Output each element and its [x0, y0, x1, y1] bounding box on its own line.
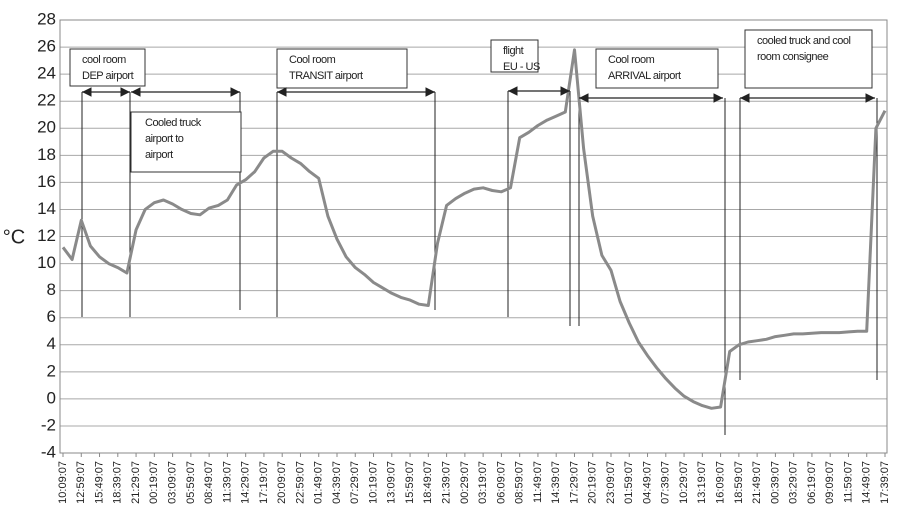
- y-tick-label: 22: [37, 91, 56, 110]
- x-tick-label: 18:49:07: [422, 461, 434, 504]
- x-tick-label: 15:49:07: [93, 461, 105, 504]
- y-tick-label: 6: [47, 307, 56, 326]
- annotation-text: Cooled truck: [145, 117, 202, 129]
- x-tick-label: 15:59:07: [404, 461, 416, 504]
- x-tick-label: 11:39:07: [221, 461, 233, 503]
- y-tick-label: -4: [41, 442, 56, 461]
- y-tick-label: 18: [37, 145, 56, 164]
- x-tick-label: 11:59:07: [842, 461, 854, 503]
- annotation-text: Cool room: [608, 54, 655, 66]
- x-tick-label: 09:09:07: [824, 461, 836, 504]
- plot-frame: [59, 19, 888, 454]
- annotation-text: airport: [145, 149, 173, 161]
- x-tick-label: 21:49:07: [751, 461, 763, 504]
- x-tick-label: 17:29:07: [568, 461, 580, 504]
- annotation-box: [276, 48, 408, 89]
- annotation-text: cool room: [82, 54, 126, 66]
- y-tick-label: 4: [47, 334, 56, 353]
- x-tick-label: 10:29:07: [678, 461, 690, 504]
- data-line: [61, 48, 887, 410]
- x-tick-label: 23:09:07: [605, 461, 617, 504]
- x-tick-label: 04:49:07: [641, 461, 653, 504]
- y-tick-label: 28: [37, 9, 56, 28]
- x-tick-label: 00:29:07: [459, 461, 471, 504]
- annotation-text: room consignee: [757, 51, 829, 63]
- y-tick-label: 20: [37, 118, 56, 137]
- x-tick-label: 18:59:07: [733, 461, 745, 504]
- x-tick-label: 11:49:07: [532, 461, 544, 503]
- x-tick-label: 14:29:07: [240, 461, 252, 504]
- x-tick-label: 07:39:07: [660, 461, 672, 504]
- y-tick-label: 24: [37, 64, 56, 83]
- x-tick-label: 01:49:07: [313, 461, 325, 504]
- x-tick-label: 14:49:07: [861, 461, 873, 504]
- x-tick-label: 17:39:07: [879, 461, 891, 504]
- annotation-text: DEP airport: [82, 70, 134, 82]
- x-tick-label: 07:29:07: [349, 461, 361, 504]
- x-tick-label: 06:09:07: [495, 461, 507, 504]
- annotation-text: ARRIVAL airport: [608, 70, 681, 82]
- x-tick-label: 08:59:07: [514, 461, 526, 504]
- annotation-text: airport to: [145, 133, 184, 145]
- x-tick-label: 18:39:07: [112, 461, 124, 504]
- y-tick-label: 14: [37, 199, 56, 218]
- x-tick-label: 14:39:07: [550, 461, 562, 504]
- annotation-box: [69, 48, 146, 87]
- x-tick-label: 05:59:07: [185, 461, 197, 504]
- annotation-box: [744, 29, 873, 89]
- y-axis-label: °C: [3, 226, 25, 248]
- x-tick-label: 06:19:07: [806, 461, 818, 504]
- y-tick-label: -2: [41, 415, 56, 434]
- y-tick-label: 0: [47, 388, 56, 407]
- x-tick-label: 01:59:07: [623, 461, 635, 504]
- x-tick-label: 00:19:07: [148, 461, 160, 504]
- x-tick-label: 13:09:07: [386, 461, 398, 504]
- x-tick-label: 20:19:07: [587, 461, 599, 504]
- x-tick-label: 21:39:07: [441, 461, 453, 504]
- annotation-box: [595, 48, 719, 89]
- x-tick-label: 03:09:07: [167, 461, 179, 504]
- annotation-text: EU - US: [503, 61, 540, 73]
- x-tick-label: 13:19:07: [696, 461, 708, 504]
- annotation-box: [490, 39, 539, 73]
- x-tick-label: 20:09:07: [276, 461, 288, 504]
- x-tick-label: 10:09:07: [57, 461, 69, 504]
- y-tick-label: 10: [37, 253, 56, 272]
- y-tick-label: 2: [47, 361, 56, 380]
- annotation-text: Cool room: [289, 54, 336, 66]
- y-tick-label: 26: [37, 37, 56, 56]
- annotation-box: [130, 111, 242, 173]
- annotation-text: TRANSIT airport: [289, 70, 363, 82]
- x-tick-label: 21:29:07: [130, 461, 142, 504]
- y-tick-label: 12: [37, 226, 56, 245]
- x-tick-label: 17:19:07: [258, 461, 270, 504]
- y-tick-label: 8: [47, 280, 56, 299]
- x-tick-label: 12:59:07: [75, 461, 87, 504]
- x-tick-label: 08:49:07: [203, 461, 215, 504]
- y-tick-label: 16: [37, 172, 56, 191]
- x-tick-label: 03:19:07: [477, 461, 489, 504]
- x-tick-label: 16:09:07: [715, 461, 727, 504]
- annotation-text: flight: [503, 45, 524, 57]
- x-tick-label: 00:39:07: [769, 461, 781, 504]
- annotation-text: cooled truck and cool: [757, 35, 851, 47]
- x-tick-label: 04:39:07: [331, 461, 343, 504]
- x-tick-label: 03:29:07: [788, 461, 800, 504]
- x-tick-label: 10:19:07: [367, 461, 379, 504]
- x-tick-label: 22:59:07: [294, 461, 306, 504]
